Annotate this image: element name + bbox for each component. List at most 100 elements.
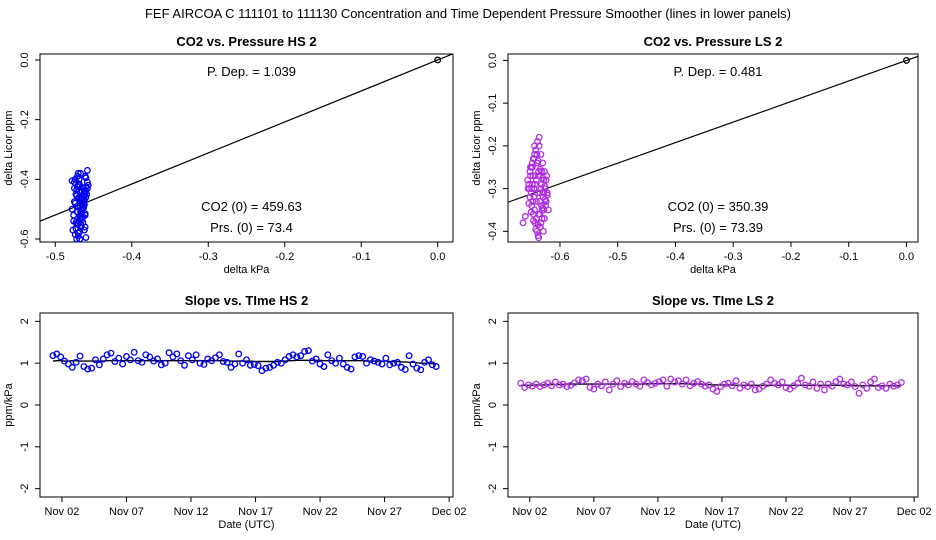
ls_scatter-point [531,150,539,158]
hs_scatter-point [76,235,84,243]
hs_scatter-point [81,172,89,180]
hs_slope-point [254,362,262,370]
hs_slope-point [382,354,390,362]
ls_slope-point [671,378,679,386]
hs_scatter-point [83,166,91,174]
ls_scatter-point [529,172,537,180]
ls_scatter-point [536,189,544,197]
hs_slope-point [84,365,92,373]
ls_scatter-point [534,159,541,167]
hs_slope-point [335,354,343,362]
hs_slope-ytick-label: -2 [19,484,31,494]
ls_slope-point [836,375,844,383]
hs_slope-point [332,359,340,367]
hs_slope-point [138,358,146,366]
hs_slope-point [339,360,347,368]
hs_slope-ytick-label: 0 [19,402,31,408]
ls_slope-xtick-label: Nov 22 [769,506,804,518]
ls_scatter-point [521,212,529,220]
hs_slope-point [99,355,107,363]
ls_slope-point [840,380,848,388]
ls_scatter-point [535,142,543,150]
hs_scatter-ytick-label: 0.0 [19,52,31,67]
ls_scatter-point [540,215,548,222]
ls_slope-xtick-label: Nov 12 [640,506,675,518]
ls_scatter-prs-0: Prs. (0) = 73.39 [673,220,763,235]
ls_scatter-point [535,210,543,218]
ls_slope-point [751,386,759,394]
hs_slope-point [401,366,409,373]
hs_slope-xtick-label: Nov 17 [238,506,273,518]
hs_slope-point [177,357,185,365]
ls_slope-ytick-label: -2 [487,484,499,494]
ls_scatter-xtick-label: -0.5 [608,251,627,263]
ls_slope-point [713,388,721,396]
ls_scatter-point [542,202,549,210]
ls_slope-point [586,383,594,391]
hs_slope-point [184,352,192,360]
hs_slope-point [76,352,84,360]
hs_slope-ytick-label: 2 [19,318,31,324]
hs_slope-point [413,364,421,372]
ls_scatter-ytick-label: -0.1 [487,94,499,113]
hs_scatter-point [80,184,88,192]
hs_slope-point [173,350,181,358]
ls_slope-point [582,375,590,383]
ls_slope-point [648,381,655,389]
ls_slope-point [609,380,617,388]
ls_slope-ytick-label: -1 [487,442,499,452]
ls_scatter-point [532,197,540,205]
ls_slope-point [536,383,544,391]
hs_slope-point [428,361,436,369]
ls_slope-ylabel: ppm/kPa [471,382,483,426]
hs_slope-point [192,351,200,359]
hs_slope-point [405,352,413,360]
ls_slope-frame [507,312,919,498]
hs_slope-point [153,355,161,363]
hs_slope-point [281,356,289,364]
ls_slope-point [740,381,748,389]
ls_slope-point [763,380,771,388]
hs_scatter-ytick-label: -0.2 [19,110,31,129]
hs_scatter-fit-line [40,54,453,222]
hs_slope-point [123,353,130,360]
ls_slope-point [575,376,582,384]
hs_slope-point [119,360,127,368]
hs_slope-point [196,359,204,367]
ls_slope-point [817,380,825,388]
ls_scatter-point [529,217,537,225]
ls_scatter-point [532,176,540,184]
hs_slope-point [394,358,401,366]
ls_slope-point [821,386,828,394]
ls_slope-point [605,386,613,394]
hs_slope-xtick-label: Nov 07 [109,506,144,518]
ls_scatter-xlabel: delta kPa [690,264,737,276]
hs_scatter-point [68,205,76,213]
hs_slope-point [301,348,309,355]
hs_slope-point [130,348,138,356]
hs_slope-point [409,360,417,368]
hs_scatter-xtick-label: -0.5 [46,251,65,263]
hs_slope-point [111,358,119,365]
ls_slope-point [682,376,690,384]
hs_slope-point [432,363,440,370]
ls_slope-ytick-label: 2 [487,318,499,324]
ls_slope-point [667,375,675,383]
hs_slope-point [134,357,142,365]
hs_slope-point [169,353,177,361]
ls_slope-point [870,375,878,383]
ls_slope-point [767,376,775,384]
ls_slope-xtick-label: Nov 02 [512,506,547,518]
ls_scatter-point [534,232,542,240]
ls_scatter-xtick-label: 0.0 [899,251,914,263]
ls_scatter-point [528,185,536,193]
ls_scatter-point [535,133,543,141]
ls_slope-point [548,382,556,390]
ls_scatter-point [538,168,545,175]
ls_slope-point [805,382,813,390]
hs_slope-point [312,355,320,363]
hs_scatter-ytick-label: -0.4 [19,170,31,189]
hs_scatter-point [74,229,82,237]
ls_slope-point [867,378,875,386]
hs_slope-point [215,351,223,359]
